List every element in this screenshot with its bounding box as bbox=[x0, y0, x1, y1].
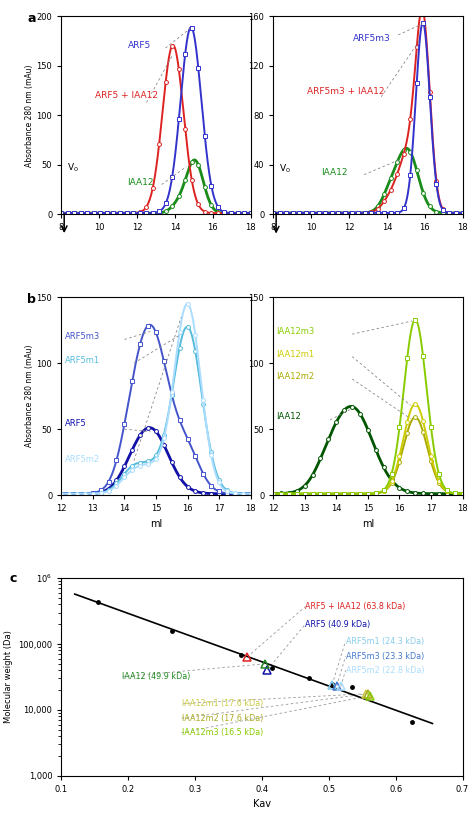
Y-axis label: Molecular weight (Da): Molecular weight (Da) bbox=[4, 631, 13, 723]
Text: ARF5 + IAA12: ARF5 + IAA12 bbox=[95, 90, 159, 99]
X-axis label: ml: ml bbox=[362, 519, 374, 529]
Text: IAA12m2: IAA12m2 bbox=[277, 372, 315, 381]
Text: IAA12: IAA12 bbox=[277, 411, 301, 420]
Text: IAA12m3 (16.5 kDa): IAA12m3 (16.5 kDa) bbox=[182, 728, 263, 737]
Text: ARF5: ARF5 bbox=[65, 420, 86, 429]
Text: IAA12: IAA12 bbox=[127, 177, 154, 186]
Text: c: c bbox=[9, 572, 17, 585]
Text: ARF5m1 (24.3 kDa): ARF5m1 (24.3 kDa) bbox=[346, 637, 424, 646]
Text: ARF5m2: ARF5m2 bbox=[65, 455, 100, 464]
Text: IAA12: IAA12 bbox=[320, 167, 347, 177]
Text: ARF5 (40.9 kDa): ARF5 (40.9 kDa) bbox=[305, 620, 371, 629]
Text: IAA12m1: IAA12m1 bbox=[277, 350, 315, 359]
Text: ARF5m2 (22.8 kDa): ARF5m2 (22.8 kDa) bbox=[346, 666, 424, 675]
Text: V$_0$: V$_0$ bbox=[67, 162, 79, 174]
Text: IAA12m2 (17.6 kDa): IAA12m2 (17.6 kDa) bbox=[182, 713, 263, 722]
Text: ARF5m3: ARF5m3 bbox=[65, 333, 100, 342]
Y-axis label: Absorbance 280 nm (mAu): Absorbance 280 nm (mAu) bbox=[25, 345, 34, 447]
Text: b: b bbox=[27, 293, 36, 306]
Text: ARF5m3 (23.3 kDa): ARF5m3 (23.3 kDa) bbox=[346, 652, 424, 661]
Text: ARF5m3: ARF5m3 bbox=[353, 34, 390, 44]
Text: ARF5m1: ARF5m1 bbox=[65, 356, 100, 365]
Text: V$_0$: V$_0$ bbox=[279, 163, 291, 175]
X-axis label: ml: ml bbox=[150, 519, 162, 529]
Text: IAA12m1 (17.6 kDa): IAA12m1 (17.6 kDa) bbox=[182, 699, 263, 708]
Text: ARF5 + IAA12 (63.8 kDa): ARF5 + IAA12 (63.8 kDa) bbox=[305, 602, 406, 611]
Text: ARF5m3 + IAA12: ARF5m3 + IAA12 bbox=[307, 87, 385, 96]
Text: ARF5: ARF5 bbox=[127, 41, 151, 50]
Text: a: a bbox=[27, 12, 36, 25]
Text: IAA12m3: IAA12m3 bbox=[277, 327, 315, 336]
Text: IAA12 (49.9 kDa): IAA12 (49.9 kDa) bbox=[122, 672, 190, 681]
X-axis label: Kav: Kav bbox=[253, 800, 271, 810]
Y-axis label: Absorbance 280 nm (mAu): Absorbance 280 nm (mAu) bbox=[25, 64, 34, 167]
